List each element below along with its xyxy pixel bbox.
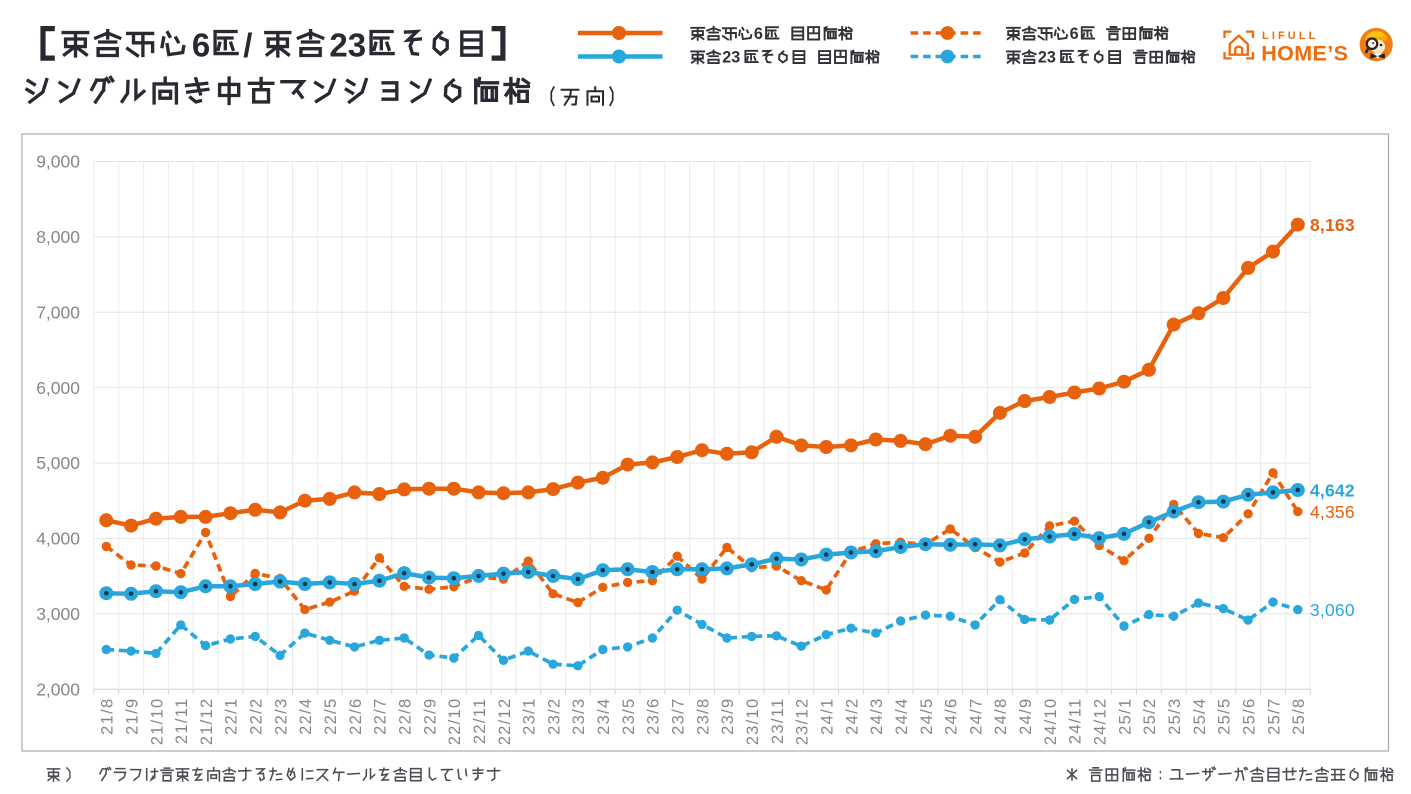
svg-text:23/5: 23/5 bbox=[620, 698, 638, 735]
svg-text:23/2: 23/2 bbox=[545, 698, 563, 735]
svg-text:23/3: 23/3 bbox=[570, 698, 588, 735]
svg-text:2,000: 2,000 bbox=[36, 679, 80, 699]
svg-text:25/4: 25/4 bbox=[1191, 698, 1209, 735]
svg-text:25/2: 25/2 bbox=[1141, 698, 1159, 735]
svg-text:23/6: 23/6 bbox=[645, 698, 663, 735]
svg-text:24/2: 24/2 bbox=[843, 698, 861, 735]
svg-text:21/9: 21/9 bbox=[123, 698, 141, 735]
svg-text:25/8: 25/8 bbox=[1290, 698, 1308, 735]
svg-text:24/7: 24/7 bbox=[967, 698, 985, 735]
svg-text:22/4: 22/4 bbox=[297, 698, 315, 735]
svg-text:22/12: 22/12 bbox=[496, 698, 514, 746]
svg-text:23/1: 23/1 bbox=[521, 698, 539, 735]
svg-text:7,000: 7,000 bbox=[36, 303, 80, 323]
svg-text:22/2: 22/2 bbox=[248, 698, 266, 735]
svg-text:21/12: 21/12 bbox=[198, 698, 216, 746]
svg-text:22/11: 22/11 bbox=[471, 698, 489, 745]
svg-text:25/6: 25/6 bbox=[1240, 698, 1258, 735]
svg-text:3,000: 3,000 bbox=[36, 604, 80, 624]
svg-text:22/10: 22/10 bbox=[446, 698, 464, 746]
svg-text:4,000: 4,000 bbox=[36, 529, 80, 549]
svg-text:HOME’S: HOME’S bbox=[1261, 42, 1348, 66]
svg-text:21/10: 21/10 bbox=[148, 698, 166, 746]
svg-text:9,000: 9,000 bbox=[36, 152, 80, 172]
svg-text:23/10: 23/10 bbox=[744, 698, 762, 746]
svg-text:23: 23 bbox=[1038, 49, 1056, 67]
svg-text:24/5: 24/5 bbox=[918, 698, 936, 735]
svg-text:3,060: 3,060 bbox=[1310, 600, 1355, 620]
svg-text:23/4: 23/4 bbox=[595, 698, 613, 735]
svg-text:22/8: 22/8 bbox=[397, 698, 415, 735]
svg-text:25/7: 25/7 bbox=[1265, 698, 1283, 735]
svg-text:3: 3 bbox=[348, 26, 366, 63]
svg-text:6: 6 bbox=[1070, 25, 1079, 43]
svg-text:24/1: 24/1 bbox=[819, 698, 837, 735]
svg-text:2: 2 bbox=[329, 26, 347, 63]
svg-text:23/12: 23/12 bbox=[794, 698, 812, 746]
svg-text:24/9: 24/9 bbox=[1017, 698, 1035, 735]
svg-text:8,000: 8,000 bbox=[36, 227, 80, 247]
svg-text:5,000: 5,000 bbox=[36, 453, 80, 473]
svg-text:22/6: 22/6 bbox=[347, 698, 365, 735]
svg-text:/: / bbox=[243, 26, 252, 63]
svg-text:23: 23 bbox=[722, 49, 740, 67]
svg-text:22/9: 22/9 bbox=[421, 698, 439, 735]
svg-text:24/3: 24/3 bbox=[868, 698, 886, 735]
svg-text:6: 6 bbox=[192, 26, 210, 63]
svg-text:LIFULL: LIFULL bbox=[1262, 30, 1318, 42]
svg-text:4,642: 4,642 bbox=[1310, 480, 1355, 500]
svg-text:8,163: 8,163 bbox=[1310, 215, 1355, 235]
svg-text:25/1: 25/1 bbox=[1116, 698, 1134, 735]
svg-text:22/7: 22/7 bbox=[372, 698, 390, 735]
svg-text:23/11: 23/11 bbox=[769, 698, 787, 745]
svg-text:24/4: 24/4 bbox=[893, 698, 911, 735]
svg-text:23/7: 23/7 bbox=[670, 698, 688, 735]
svg-text:22/1: 22/1 bbox=[223, 698, 241, 735]
svg-text:22/3: 22/3 bbox=[272, 698, 290, 735]
svg-text:25/5: 25/5 bbox=[1216, 698, 1234, 735]
svg-text:24/6: 24/6 bbox=[943, 698, 961, 735]
svg-text:24/8: 24/8 bbox=[992, 697, 1010, 734]
svg-text:21/8: 21/8 bbox=[99, 698, 117, 735]
svg-text:6: 6 bbox=[754, 25, 763, 43]
svg-text:6,000: 6,000 bbox=[36, 378, 80, 398]
svg-text:4,356: 4,356 bbox=[1310, 502, 1355, 522]
svg-text:24/11: 24/11 bbox=[1067, 698, 1085, 745]
svg-text:23/8: 23/8 bbox=[694, 698, 712, 735]
svg-text:21/11: 21/11 bbox=[173, 698, 191, 745]
svg-text:23/9: 23/9 bbox=[719, 698, 737, 735]
svg-text:22/5: 22/5 bbox=[322, 698, 340, 735]
svg-text:24/10: 24/10 bbox=[1042, 698, 1060, 746]
svg-text:24/12: 24/12 bbox=[1092, 698, 1110, 746]
svg-text:25/3: 25/3 bbox=[1166, 698, 1184, 735]
